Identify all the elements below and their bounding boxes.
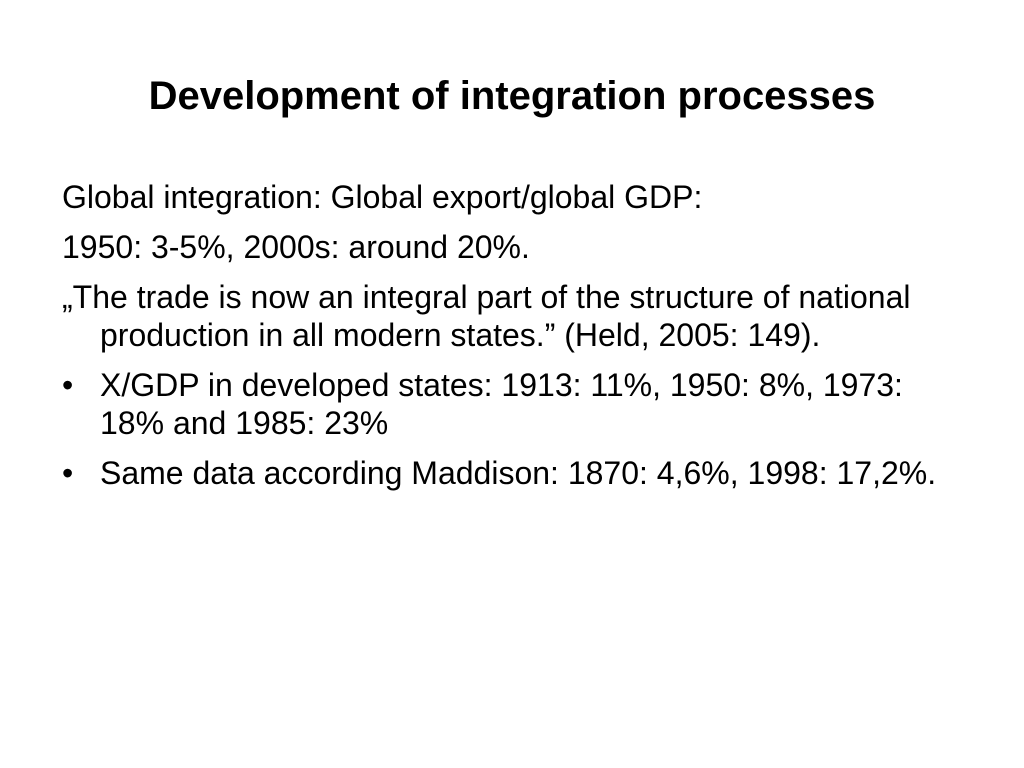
paragraph-held-quote: „The trade is now an integral part of th…	[62, 279, 911, 353]
bullet-item-developed-states: • X/GDP in developed states: 1913: 11%, …	[62, 366, 962, 442]
bullet-item-maddison: • Same data according Maddison: 1870: 4,…	[62, 454, 962, 492]
bullet-text: Same data according Maddison: 1870: 4,6%…	[100, 455, 937, 491]
slide-title: Development of integration processes	[148, 74, 876, 118]
bullet-text: X/GDP in developed states: 1913: 11%, 19…	[100, 367, 903, 441]
bullet-marker: •	[62, 455, 74, 491]
slide-body: Global integration: Global export/global…	[62, 178, 962, 504]
paragraph-export-share: 1950: 3-5%, 2000s: around 20%.	[62, 229, 530, 265]
bullet-marker: •	[62, 367, 74, 403]
paragraph-global-integration: Global integration: Global export/global…	[62, 179, 703, 215]
